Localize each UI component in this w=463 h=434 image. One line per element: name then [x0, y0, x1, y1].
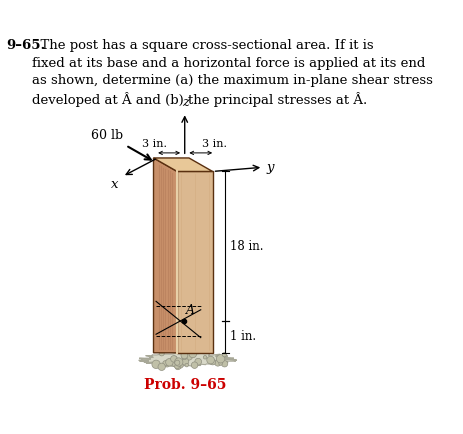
Polygon shape [139, 353, 237, 366]
Circle shape [203, 355, 207, 359]
Circle shape [159, 351, 164, 356]
Text: x: x [112, 178, 119, 191]
Circle shape [175, 358, 183, 366]
Circle shape [216, 355, 225, 363]
Circle shape [172, 360, 179, 367]
Circle shape [195, 358, 201, 365]
Circle shape [215, 360, 221, 366]
Text: 9–65.: 9–65. [7, 39, 46, 52]
Circle shape [163, 361, 168, 366]
Circle shape [185, 363, 188, 367]
Circle shape [185, 352, 193, 360]
Circle shape [166, 358, 173, 366]
Text: y: y [267, 161, 274, 174]
Text: 60 lb: 60 lb [91, 129, 123, 142]
Circle shape [181, 352, 188, 359]
Circle shape [172, 356, 177, 361]
Circle shape [175, 360, 180, 365]
Text: 3 in.: 3 in. [142, 139, 167, 149]
Circle shape [158, 363, 165, 371]
Circle shape [189, 350, 197, 358]
Circle shape [191, 362, 198, 368]
Text: 1 in.: 1 in. [230, 330, 257, 343]
Circle shape [177, 362, 183, 368]
Text: z: z [182, 96, 189, 109]
Text: 18 in.: 18 in. [230, 240, 264, 253]
Polygon shape [177, 171, 213, 353]
Text: The post has a square cross-sectional area. If it is
fixed at its base and a hor: The post has a square cross-sectional ar… [32, 39, 433, 108]
Circle shape [221, 361, 228, 367]
Polygon shape [154, 158, 177, 353]
Text: Prob. 9–65: Prob. 9–65 [144, 378, 227, 392]
Circle shape [175, 364, 181, 370]
Circle shape [164, 360, 170, 367]
Circle shape [182, 355, 187, 360]
Polygon shape [154, 158, 213, 171]
Circle shape [210, 359, 216, 365]
Circle shape [219, 362, 222, 365]
Circle shape [222, 353, 226, 357]
Circle shape [170, 355, 177, 362]
Text: 3 in.: 3 in. [202, 139, 227, 149]
Circle shape [181, 358, 189, 365]
Circle shape [152, 360, 160, 368]
Circle shape [207, 356, 214, 364]
Circle shape [175, 364, 179, 369]
Text: A: A [187, 303, 195, 316]
